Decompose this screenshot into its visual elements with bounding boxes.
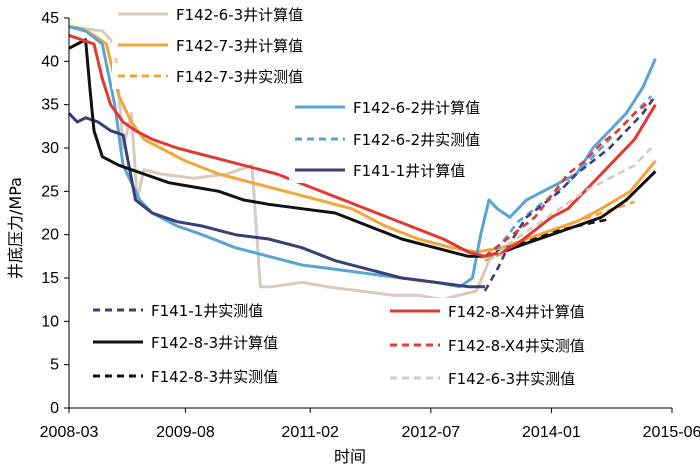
series-line-7 <box>68 38 657 258</box>
legend-bg-8 <box>87 363 337 389</box>
legend-layer: F142-6-3井计算值 F142-7-3井计算值 F142-7-3井实测值 F142… <box>87 1 634 391</box>
legend-label-6: F141-1井实测值 <box>151 302 263 320</box>
series-line-8 <box>484 217 610 258</box>
legend-label-10: F142-8-X4井实测值 <box>448 337 585 355</box>
series-line-6 <box>483 95 657 292</box>
x-tick-label-4: 2014-01 <box>522 424 581 441</box>
y-tick-label-4: 20 <box>41 227 59 244</box>
y-tick-label-8: 40 <box>41 53 59 70</box>
y-tick-label-0: 0 <box>50 400 59 417</box>
legend-label-2: F142-7-3井实测值 <box>176 68 303 86</box>
series-line-10 <box>484 99 653 258</box>
y-tick-label-6: 30 <box>41 140 59 157</box>
legend-label-3: F142-6-2井计算值 <box>353 99 480 117</box>
legend-label-8: F142-8-3井实测值 <box>151 368 278 386</box>
series-line-11 <box>488 147 653 262</box>
legend-label-5: F141-1井计算值 <box>353 162 465 180</box>
legend-bg-4 <box>289 126 539 152</box>
x-tick-label-5: 2015-06 <box>643 424 700 441</box>
legend-bg-2 <box>112 63 362 89</box>
y-tick-label-5: 25 <box>41 183 59 200</box>
legend-label-7: F142-8-3井计算值 <box>151 334 278 352</box>
series-layer <box>67 25 657 302</box>
legend-label-0: F142-6-3井计算值 <box>176 6 303 24</box>
x-axis-title: 时间 <box>334 447 366 466</box>
series-line-0 <box>68 25 491 302</box>
legend-label-4: F142-6-2井实测值 <box>353 131 480 149</box>
legend-bg-11 <box>384 365 634 391</box>
legend-label-9: F142-8-X4井计算值 <box>448 303 585 321</box>
y-axis-title: 井底压力/MPa <box>6 177 25 279</box>
series-line-5 <box>67 112 485 289</box>
legend-bg-6 <box>87 297 337 323</box>
legend-label-1: F142-7-3井计算值 <box>176 37 303 55</box>
y-tick-label-3: 15 <box>41 270 59 287</box>
series-line-9 <box>68 33 657 258</box>
axes-layer: 0 5 10 15 20 25 30 35 40 45 2008-03 2009-08 2011-02 2… <box>40 10 700 441</box>
legend-label-11: F142-6-3井实测值 <box>448 370 575 388</box>
x-tick-label-1: 2009-08 <box>156 424 215 441</box>
y-tick-label-1: 5 <box>50 357 59 374</box>
x-tick-label-0: 2008-03 <box>40 424 99 441</box>
x-tick-label-2: 2011-02 <box>281 424 339 441</box>
legend-bg-10 <box>384 332 634 358</box>
y-tick-label-7: 35 <box>41 97 59 114</box>
x-tick-label-3: 2012-07 <box>401 424 460 441</box>
y-tick-label-2: 10 <box>41 313 59 330</box>
y-tick-label-9: 45 <box>41 10 59 27</box>
series-line-2 <box>484 200 636 262</box>
